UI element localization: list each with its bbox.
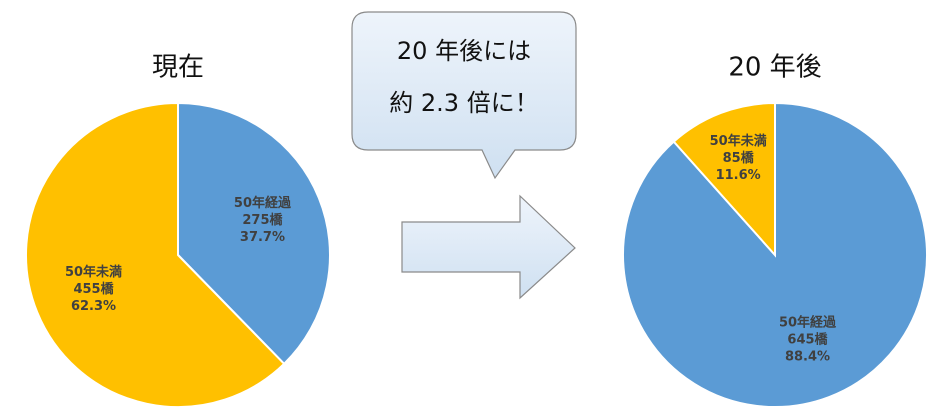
slice-count: 85橋 [723,150,755,166]
slice-percent: 37.7% [240,230,285,245]
chart-title: 20 年後 [728,53,821,83]
slice-percent: 62.3% [71,299,116,314]
slice-category: 50年経過 [779,315,837,331]
slice-category: 50年経過 [234,195,292,211]
slice-percent: 11.6% [716,168,761,183]
slice-percent: 88.4% [785,350,830,365]
slice-count: 645橋 [787,332,828,348]
slice-category: 50年未満 [710,133,767,149]
callout-line: 約 2.3 倍に！ [389,89,538,117]
pie-slice [672,101,776,258]
arrow [401,194,576,300]
callout-line: 20 年後には [397,37,531,65]
slice-count: 455橋 [73,281,114,297]
callout-bubble [351,11,577,180]
chart-title: 現在 [152,53,204,83]
pie-slice [25,101,286,408]
slice-count: 275橋 [242,212,283,228]
slice-category: 50年未満 [65,264,122,280]
pie-slice [177,101,331,366]
